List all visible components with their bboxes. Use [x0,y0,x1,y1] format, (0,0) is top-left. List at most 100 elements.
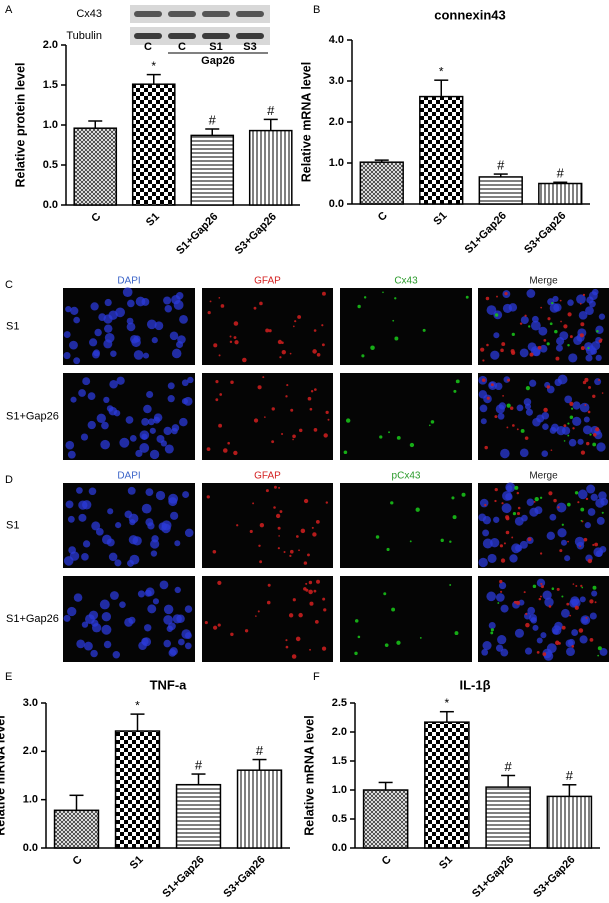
cell-signal [508,303,518,312]
cell-signal [584,522,591,529]
cell-signal [577,438,584,445]
cell-signal [543,338,547,342]
cell-signal [101,534,112,545]
cell-signal [265,489,269,493]
cell-signal [303,587,307,591]
bar [175,783,222,849]
cell-signal [314,620,319,624]
cell-signal [230,632,234,637]
cell-signal [82,540,91,548]
bar [131,83,176,206]
cell-signal [167,395,175,403]
cell-signal [582,293,586,297]
cell-signal [482,538,493,549]
cell-signal [524,314,527,317]
cell-signal [313,428,318,432]
cell-signal [525,408,533,416]
y-tick-label: 3.0 [329,75,344,87]
cell-signal [536,414,545,423]
cell-signal [597,646,602,651]
cell-signal [465,295,469,299]
cell-signal [539,496,543,499]
cell-signal [65,500,74,509]
x-tick-label: C [71,854,85,868]
cell-signal [363,296,367,299]
x-tick-label: S3+Gap26 [531,854,577,900]
cell-signal [536,578,546,588]
cell-signal [90,302,99,311]
cell-signal [567,540,569,543]
cell-signal [514,628,524,638]
cell-signal [141,637,152,647]
cell-signal [548,491,553,496]
cell-signal [150,550,158,557]
cell-signal [357,635,361,639]
cell-signal [493,332,500,339]
cell-signal [392,319,395,322]
cell-signal [88,487,97,496]
cell-signal [479,404,488,413]
cell-signal [258,544,261,548]
cell-signal [504,291,508,296]
y-tick-label: 3.0 [23,697,38,709]
cell-signal [107,508,114,515]
cell-signal [89,338,98,347]
y-axis-label: Relative mRNA level [299,62,313,182]
cell-signal [478,557,488,568]
cell-signal [174,586,181,594]
bar [73,127,118,206]
panel-label: E [5,671,12,683]
cell-signal [70,306,79,315]
y-tick-label: 2.0 [23,745,38,757]
cell-signal [550,423,559,432]
cell-signal [563,424,567,428]
cell-signal [174,540,181,547]
cell-signal [132,536,142,546]
significance-mark: # [566,768,574,783]
cell-signal [259,523,265,528]
cell-signal [516,511,521,516]
cell-signal [490,628,494,632]
cell-signal [271,440,275,444]
cell-signal [526,498,535,506]
cell-signal [592,543,595,546]
cell-signal [590,493,598,501]
blot-group-label: Gap26 [201,55,235,67]
cell-signal [63,614,71,622]
cell-signal [173,300,184,310]
cell-signal [184,642,192,650]
significance-mark: # [195,757,203,772]
cell-signal [83,641,93,651]
cell-signal [600,338,603,341]
cell-signal [187,376,194,384]
cell-signal [527,537,532,542]
cell-signal [580,346,585,351]
cell-signal [596,516,605,525]
cell-signal [281,432,284,436]
cell-signal [375,535,380,539]
cell-signal [154,321,164,331]
cell-signal [453,389,457,393]
micrograph [340,373,472,460]
blot-band [202,11,230,17]
cell-signal [146,390,154,399]
cell-signal [230,380,234,385]
cell-signal [555,356,560,361]
x-tick-label: S1 [128,854,146,872]
cell-signal [310,390,314,393]
cell-signal [309,648,311,651]
cell-signal [307,553,310,557]
cell-signal [549,322,553,326]
cell-signal [213,343,218,348]
cell-signal [137,590,145,598]
cell-signal [539,344,548,353]
y-tick-label: 2.5 [332,697,347,709]
y-tick-label: 1.0 [329,157,344,169]
cell-signal [315,520,320,524]
cell-signal [321,324,324,327]
cell-signal [587,558,593,564]
cell-signal [538,597,542,601]
cell-signal [67,606,77,617]
cell-signal [567,343,570,347]
cell-signal [81,621,89,628]
